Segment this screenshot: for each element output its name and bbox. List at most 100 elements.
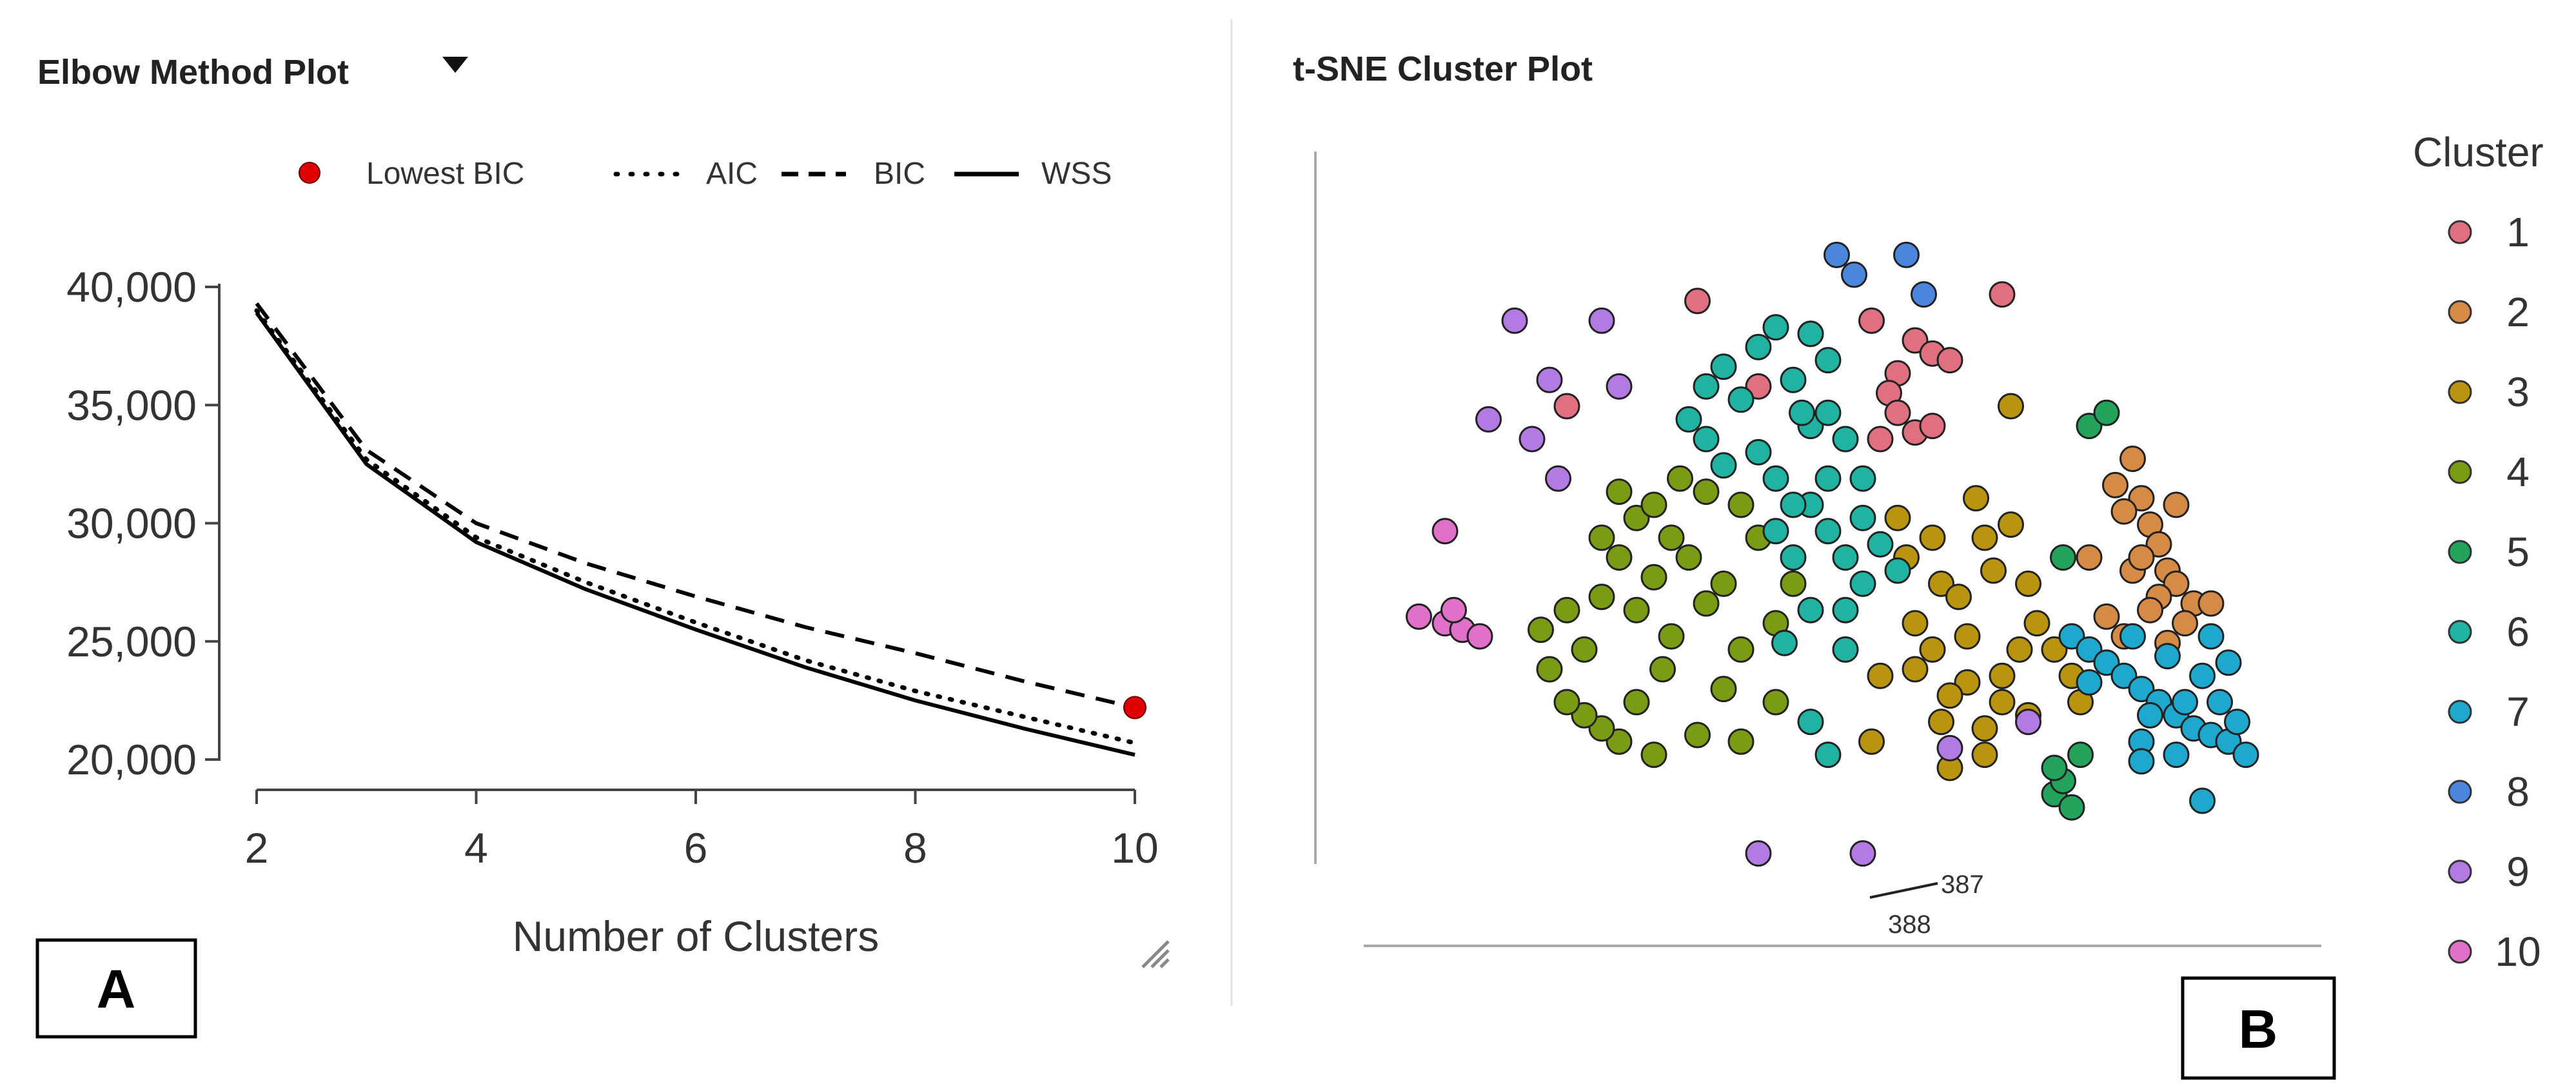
legend-cluster-2-marker (2448, 300, 2472, 324)
legend-lowest-bic-label: Lowest BIC (366, 157, 524, 191)
cluster-9-point (1536, 366, 1563, 393)
cluster-7-point (2207, 689, 2233, 716)
cluster-7-point (2163, 741, 2190, 769)
cluster-4-point (1536, 656, 1563, 683)
cluster-7-point (2076, 669, 2103, 696)
cluster-7-point (2110, 662, 2138, 689)
cluster-7-point (2128, 676, 2155, 703)
cluster-6-point (1814, 399, 1842, 426)
cluster-4-point (1623, 504, 1650, 531)
legend-cluster-7-label: 7 (2506, 689, 2530, 735)
cluster-1-point (1936, 347, 1963, 374)
cluster-2-point (2197, 590, 2225, 617)
cluster-4-point (1710, 676, 1737, 703)
cluster-10-point (1406, 603, 1432, 630)
cluster-3-point (1919, 636, 1946, 663)
cluster-6-point (1771, 629, 1798, 656)
legend-cluster-6-label: 6 (2506, 609, 2530, 655)
tsne-panel: t-SNE Cluster Plot 387 388 Cluster 1 2 3 4 5… (1293, 50, 2544, 1080)
cluster-6-point (1849, 504, 1876, 531)
legend-cluster-3-marker (2448, 380, 2472, 404)
cluster-3-point (1989, 662, 2016, 689)
cluster-9-point (1519, 426, 1546, 453)
cluster-3-point (1858, 728, 1885, 755)
cluster-6-point (1814, 347, 1842, 374)
cluster-7-point (2172, 689, 2198, 716)
cluster-2-point (2163, 491, 2190, 518)
legend-cluster-4-marker (2448, 460, 2472, 484)
x-tick-label: 4 (464, 824, 488, 872)
cluster-4-point (1727, 491, 1755, 518)
cluster-6-point (1762, 518, 1789, 545)
cluster-4-point (1658, 623, 1685, 650)
cluster-6-point (1693, 373, 1720, 400)
cluster-6-point (1762, 465, 1789, 492)
y-tick-label: 25,000 (66, 618, 197, 665)
cluster-6-point (1832, 544, 1859, 571)
cluster-4-point (1528, 616, 1554, 643)
cluster-1-point (1919, 413, 1946, 440)
cluster-6-point (1727, 386, 1755, 413)
resize-grip-icon[interactable] (1141, 940, 1170, 968)
cluster-6-point (1789, 399, 1815, 426)
legend-cluster-6-marker (2448, 620, 2472, 644)
y-tick-label: 30,000 (66, 500, 197, 547)
cluster-6-point (1780, 366, 1807, 393)
legend-cluster-10-label: 10 (2495, 928, 2541, 975)
cluster-3-point (1884, 504, 1911, 531)
annotation-leader-line (1869, 882, 1938, 899)
legend-cluster-10-marker (2448, 939, 2472, 964)
cluster-3-point (2006, 636, 2033, 663)
legend-cluster-5-label: 5 (2506, 529, 2530, 575)
cluster-4-point (1553, 689, 1580, 716)
cluster-10-point (1431, 518, 1459, 545)
cluster-7-point (2058, 623, 2085, 650)
cluster-6-point (1797, 320, 1824, 348)
legend-cluster-8-marker (2448, 780, 2472, 804)
cluster-3-point (1954, 623, 1981, 650)
cluster-3-point (1971, 715, 1998, 742)
elbow-y-ticks: 20,000 25,000 30,000 35,000 40,000 (66, 263, 219, 783)
cluster-4-point (1623, 689, 1650, 716)
cluster-9-point (1545, 465, 1571, 492)
cluster-6-point (1745, 333, 1772, 360)
cluster-8-point (1893, 241, 1920, 268)
cluster-8-point (1911, 281, 1937, 308)
cluster-7-point (2137, 701, 2163, 729)
caret-down-icon[interactable] (442, 57, 468, 73)
cluster-2-point (2128, 485, 2155, 512)
cluster-6-point (1675, 406, 1702, 433)
cluster-1-point (1867, 426, 1894, 453)
cluster-4-point (1571, 636, 1598, 663)
legend-cluster-5-marker (2448, 540, 2472, 564)
cluster-4-point (1684, 721, 1711, 749)
elbow-x-axis-title: Number of Clusters (513, 912, 880, 960)
cluster-4-point (1727, 728, 1755, 755)
legend-bic-label: BIC (874, 157, 925, 191)
cluster-4-point (1727, 636, 1755, 663)
cluster-9-point (1588, 307, 1615, 334)
cluster-6-point (1745, 438, 1772, 466)
cluster-6-point (1693, 426, 1720, 453)
panel-b-label: B (2239, 999, 2278, 1059)
cluster-5-point (2093, 399, 2120, 426)
cluster-4-point (1649, 656, 1676, 683)
cluster-3-point (1902, 656, 1929, 683)
cluster-3-point (1928, 570, 1954, 597)
cluster-6-point (1849, 570, 1876, 597)
cluster-7-point (2093, 649, 2120, 676)
cluster-2-point (2163, 570, 2190, 597)
cluster-4-point (1588, 584, 1615, 611)
cluster-2-point (2093, 603, 2120, 630)
panel-a-label: A (97, 959, 136, 1019)
cluster-3-point (2023, 610, 2050, 637)
legend-cluster-8-label: 8 (2506, 769, 2530, 815)
cluster-1-point (1989, 281, 2016, 308)
cluster-3-point (1971, 524, 1998, 551)
elbow-panel: Elbow Method Plot Lowest BIC AIC BIC WSS… (35, 53, 1170, 1039)
x-tick-label: 10 (1111, 824, 1158, 872)
legend-wss-label: WSS (1041, 157, 1112, 191)
cluster-9-point (2015, 709, 2041, 736)
cluster-2-point (2128, 544, 2155, 571)
cluster-4-point (1571, 701, 1598, 729)
